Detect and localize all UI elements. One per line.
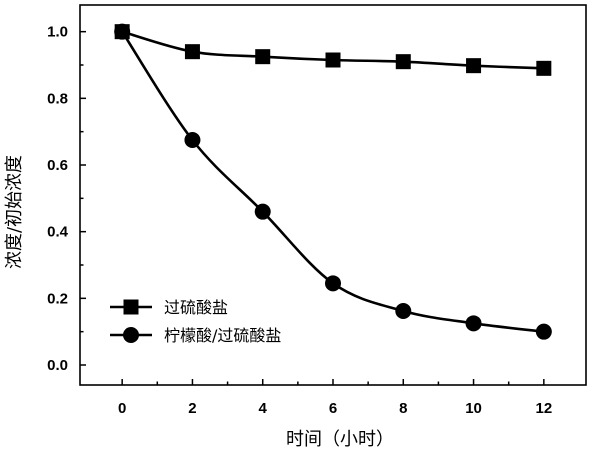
data-point [395, 303, 412, 319]
data-point [255, 49, 271, 65]
x-tick-label: 4 [259, 400, 268, 417]
x-tick-label: 6 [329, 400, 337, 417]
series-1 [114, 24, 552, 76]
x-tick-label: 10 [465, 400, 482, 417]
data-point [465, 315, 482, 332]
data-point [536, 60, 552, 76]
data-point [184, 132, 201, 148]
tick-marks: 0 2 4 6 8 10 12 0.0 0.2 0.4 0.6 0.8 1.0 [47, 24, 552, 417]
x-tick-label: 12 [535, 400, 552, 417]
x-tick-label: 8 [399, 400, 407, 417]
y-tick-label: 0.4 [47, 224, 69, 241]
x-axis-title: 时间（小时） [286, 429, 394, 450]
legend-label: 柠檬酸/过硫酸盐 [164, 326, 281, 345]
data-point [184, 44, 200, 60]
legend-label: 过硫酸盐 [164, 298, 228, 317]
data-point [466, 58, 482, 74]
y-tick-label: 1.0 [47, 24, 68, 41]
series-2 [114, 23, 552, 340]
data-point [325, 275, 341, 292]
data-point [535, 323, 552, 340]
legend-item: 过硫酸盐 [110, 298, 228, 317]
y-tick-label: 0.2 [47, 290, 68, 307]
legend-marker [123, 327, 139, 343]
data-point [325, 52, 341, 68]
y-axis-title: 浓度/初始浓度 [4, 155, 25, 269]
data-point [254, 203, 271, 220]
y-tick-label: 0.6 [47, 157, 68, 174]
x-tick-label: 2 [188, 400, 196, 417]
series-layer [114, 23, 552, 340]
data-point [395, 54, 411, 70]
y-tick-label: 0.8 [47, 90, 68, 107]
legend-marker [123, 299, 139, 315]
legend-item: 柠檬酸/过硫酸盐 [110, 326, 281, 345]
data-point [114, 23, 131, 40]
x-tick-label: 0 [118, 400, 126, 417]
y-tick-label: 0.0 [47, 357, 68, 374]
